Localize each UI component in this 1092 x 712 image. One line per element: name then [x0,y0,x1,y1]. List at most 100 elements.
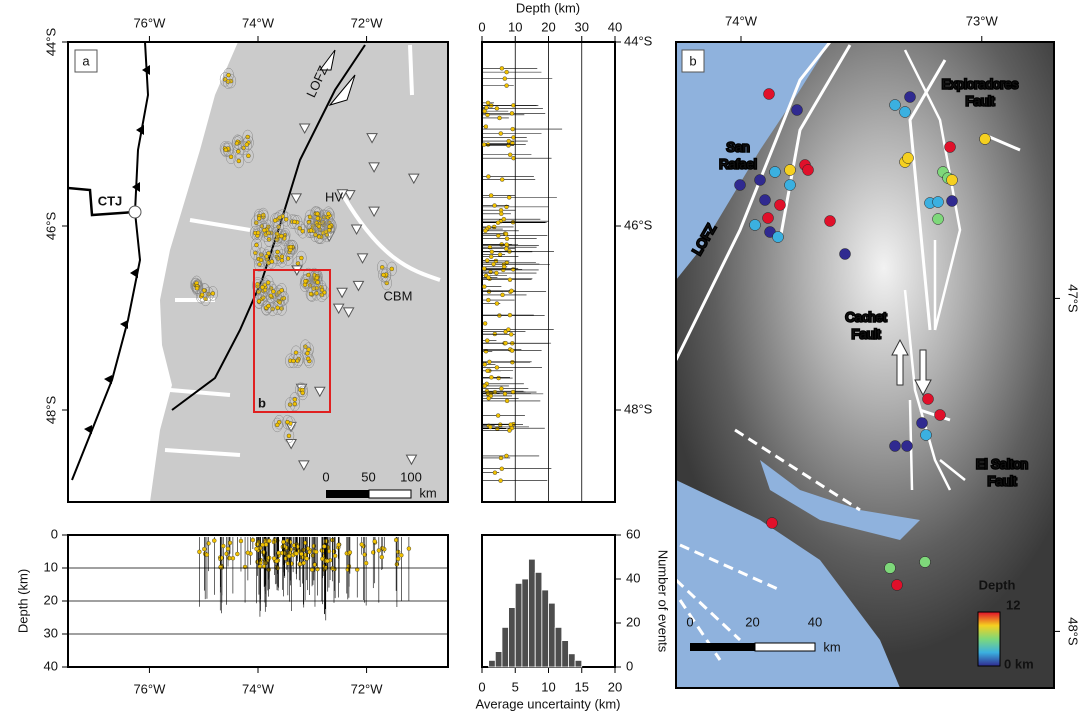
y-tick-label: 48°S [1066,617,1081,646]
event [483,362,487,366]
event [221,544,225,548]
event [902,441,913,452]
event [503,392,507,396]
event [785,165,796,176]
event [506,328,510,332]
event [312,544,316,548]
event [493,332,497,336]
event [245,143,249,147]
x-tick-label: 15 [575,679,589,694]
event [373,539,377,543]
page: 76°W74°W72°W44°S46°S48°SaLOFZHVCTJCBMb05… [0,0,1092,712]
bar [522,579,529,667]
panel-label: a [82,53,90,68]
event [494,271,498,275]
event [885,563,896,574]
event [499,387,503,391]
event [295,545,299,549]
event [273,218,277,222]
event [314,550,318,554]
x-tick-label: 74°W [242,681,275,696]
event [314,291,318,295]
y-tick-label: 44°S [624,33,653,48]
event [482,285,486,289]
x-tick-label: 73°W [966,13,999,28]
event [205,553,209,557]
event [499,131,503,135]
event [306,546,310,550]
event [315,212,319,216]
event [484,349,488,353]
event [502,217,506,221]
event [495,106,499,110]
event [303,279,307,283]
event [497,376,501,380]
event [261,213,265,217]
event [360,542,364,546]
event [489,270,493,274]
event [246,154,250,158]
event [501,293,505,297]
event [348,550,352,554]
event [223,77,227,81]
event [487,396,491,400]
event [486,175,490,179]
x-tick-label: 5 [512,679,519,694]
event [271,290,275,294]
event [509,423,513,427]
event [317,224,321,228]
event [496,414,500,418]
event [281,540,285,544]
event [276,250,280,254]
event [487,360,491,364]
event [498,116,502,120]
event [291,359,295,363]
event [900,107,911,118]
event [511,220,515,224]
event [288,540,292,544]
event [316,280,320,284]
bar [509,608,516,667]
bar [575,660,582,667]
event [486,369,490,373]
x-tick-label: 20 [608,679,622,694]
event [309,228,313,232]
event [485,339,489,343]
event [202,547,206,551]
event [305,557,309,561]
event [483,109,487,113]
event [285,420,289,424]
event [301,391,305,395]
figure: 76°W74°W72°W44°S46°S48°SaLOFZHVCTJCBMb05… [0,0,1092,712]
event [482,267,486,271]
event [486,101,490,105]
event [277,551,281,555]
event [505,399,509,403]
annotation: Cachet [845,309,887,324]
event [735,180,746,191]
event [760,195,771,206]
event [482,143,486,147]
event [380,555,384,559]
event [226,547,230,551]
annotation: Fault [966,93,995,108]
event [390,267,394,271]
event [483,384,487,388]
event [276,306,280,310]
x-tick-label: 74°W [725,13,758,28]
event [264,543,268,547]
event [509,332,513,336]
event [284,217,288,221]
x-tick-label: 72°W [351,681,384,696]
event [228,541,232,545]
event [275,559,279,563]
event [264,255,268,259]
x-tick-label: 40 [608,19,622,34]
event [493,471,497,475]
event [507,139,511,143]
event [486,298,490,302]
scale-label: 0 [686,614,693,629]
event [492,225,496,229]
event [500,467,504,471]
event [224,148,228,152]
